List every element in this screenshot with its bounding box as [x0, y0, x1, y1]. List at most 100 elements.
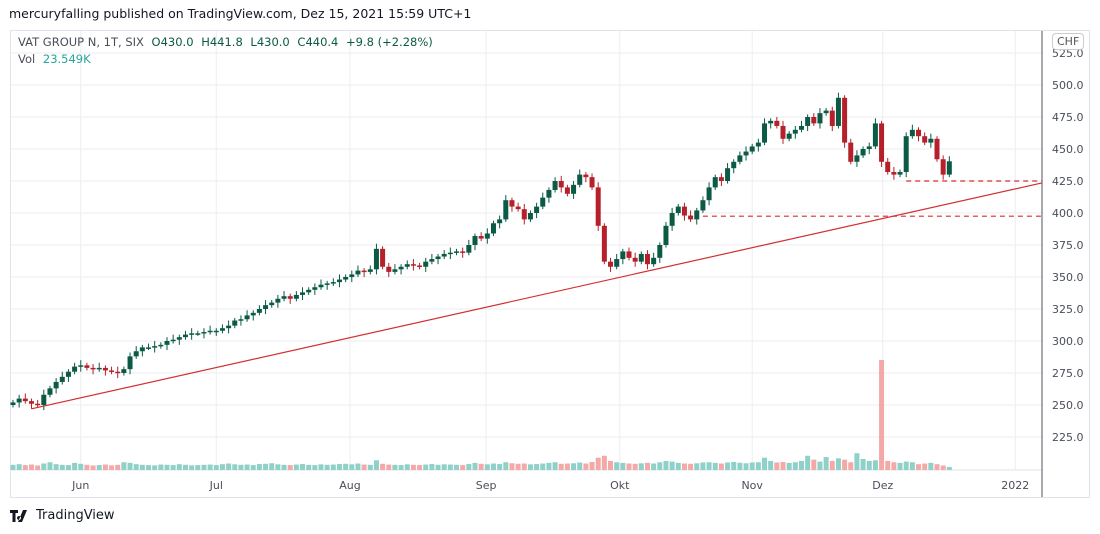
- candle-body: [564, 187, 570, 194]
- volume-bar: [540, 463, 546, 470]
- volume-label: Vol: [18, 52, 36, 66]
- candle-body: [534, 206, 540, 213]
- candle-body: [601, 225, 607, 262]
- volume-bar: [90, 465, 96, 470]
- candle-body: [503, 200, 509, 220]
- y-tick-label: 300.0: [1052, 335, 1084, 348]
- volume-bar: [22, 465, 28, 470]
- volume-bar: [281, 464, 287, 470]
- candle-body: [614, 259, 620, 267]
- volume-bar: [608, 460, 614, 470]
- candle-body: [355, 270, 361, 275]
- candle-body: [478, 236, 484, 239]
- candle-body: [226, 325, 232, 329]
- volume-bar: [706, 462, 712, 470]
- volume-bar: [263, 463, 269, 470]
- volume-bar: [423, 464, 429, 470]
- candle-body: [22, 398, 28, 402]
- candle-body: [460, 251, 466, 253]
- volume-bar: [521, 463, 527, 470]
- volume-bar: [484, 464, 490, 470]
- volume-bar: [786, 462, 792, 470]
- volume-bar: [509, 463, 515, 470]
- candle-body: [336, 279, 342, 283]
- volume-bar: [78, 463, 84, 470]
- volume-bar: [478, 463, 484, 470]
- candle-body: [269, 302, 275, 306]
- volume-bar: [749, 462, 755, 470]
- volume-bar: [330, 464, 336, 470]
- candle-body: [651, 257, 657, 265]
- volume-bar: [922, 463, 928, 470]
- volume-bar: [65, 465, 71, 470]
- candle-body: [158, 344, 164, 347]
- volume-bar: [731, 461, 737, 470]
- candle-body: [903, 136, 909, 173]
- change-value: +9.8 (+2.28%): [346, 35, 433, 49]
- volume-bar: [435, 464, 441, 470]
- currency-badge[interactable]: CHF: [1052, 33, 1085, 50]
- y-tick-label: 450.0: [1052, 143, 1084, 156]
- volume-bar: [441, 464, 447, 470]
- volume-bar: [743, 463, 749, 470]
- candle-body: [139, 347, 145, 352]
- volume-bar: [595, 457, 601, 470]
- volume-bar: [115, 464, 121, 470]
- candle-body: [694, 210, 700, 220]
- candle-body: [854, 155, 860, 162]
- candle-body: [786, 133, 792, 139]
- volume-bar: [392, 464, 398, 470]
- candle-body: [28, 401, 34, 404]
- candle-body: [115, 371, 121, 374]
- tradingview-logo[interactable]: TradingView: [10, 508, 115, 523]
- volume-bar: [28, 464, 34, 470]
- candle-body: [490, 223, 496, 234]
- volume-bar: [182, 464, 188, 470]
- candle-body: [324, 283, 330, 285]
- volume-bar: [454, 464, 460, 470]
- volume-bar: [275, 464, 281, 470]
- candle-body: [928, 138, 934, 143]
- volume-bar: [774, 462, 780, 470]
- candle-body: [946, 161, 952, 175]
- candle-body: [558, 181, 564, 188]
- candle-body: [53, 381, 59, 389]
- candle-body: [447, 252, 453, 255]
- volume-bar: [417, 465, 423, 470]
- low-value: L430.0: [250, 35, 290, 49]
- y-tick-label: 275.0: [1052, 367, 1084, 380]
- volume-bar: [343, 463, 349, 470]
- volume-bar: [860, 459, 866, 470]
- candle-body: [497, 219, 503, 224]
- volume-bar: [534, 464, 540, 470]
- volume-bar: [737, 462, 743, 470]
- volume-bar: [632, 463, 638, 470]
- candle-body: [681, 206, 687, 216]
- candle-body: [768, 120, 774, 124]
- volume-bar: [780, 461, 786, 470]
- volume-bar: [336, 464, 342, 470]
- candle-body: [657, 245, 663, 258]
- candle-body: [583, 174, 589, 178]
- candle-body: [256, 309, 262, 313]
- volume-bar: [102, 464, 108, 470]
- volume-bar: [250, 465, 256, 470]
- candle-body: [718, 177, 724, 181]
- volume-bar: [133, 464, 139, 470]
- x-tick-label: Okt: [610, 479, 630, 492]
- volume-bar: [219, 464, 225, 470]
- candle-body: [84, 365, 90, 368]
- symbol-label[interactable]: VAT GROUP N, 1T, SIX: [18, 35, 144, 49]
- volume-bar: [675, 462, 681, 470]
- candle-body: [146, 347, 152, 349]
- candle-body: [454, 251, 460, 253]
- volume-bar: [823, 457, 829, 470]
- volume-bar: [146, 465, 152, 470]
- volume-bar: [170, 465, 176, 470]
- volume-bar: [226, 463, 232, 470]
- volume-bar: [490, 463, 496, 470]
- candle-body: [182, 334, 188, 338]
- candle-body: [330, 282, 336, 284]
- candle-body: [429, 259, 435, 262]
